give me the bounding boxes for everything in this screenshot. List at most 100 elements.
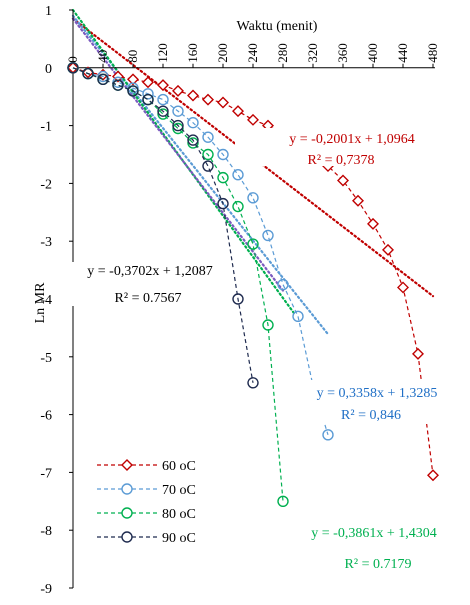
- annotation-bg-60: [235, 128, 470, 166]
- equation-90: y = -0,3702x + 1,2087: [87, 264, 212, 279]
- legend-item: 80 oC: [97, 507, 196, 522]
- data-point: [127, 82, 139, 94]
- data-point: [172, 84, 184, 97]
- y-tick-label: -2: [40, 177, 52, 192]
- equation-70: y = 0,3358x + 1,3285: [317, 386, 438, 401]
- trendline-annotations: y = -0,2001x + 1,0964 R² = 0,7378 y = 0,…: [68, 128, 470, 572]
- data-point: [322, 429, 334, 441]
- data-point: [232, 200, 244, 213]
- data-point: [352, 194, 364, 207]
- data-point: [382, 243, 394, 256]
- data-point: [112, 70, 124, 83]
- data-point: [142, 76, 154, 89]
- annotation-bg-90: [68, 262, 230, 306]
- y-tick-label: -5: [40, 351, 52, 366]
- data-point: [127, 73, 139, 86]
- x-tick-label: 400: [365, 43, 380, 63]
- r2-70: R² = 0,846: [341, 408, 401, 423]
- series-line: [72, 67, 329, 436]
- annotation-bg-70: [296, 380, 461, 424]
- data-point: [247, 238, 259, 250]
- r2-60: R² = 0,7378: [308, 153, 375, 168]
- y-tick-label: 0: [45, 62, 52, 77]
- data-point: [97, 73, 109, 86]
- data-point: [67, 62, 79, 74]
- legend-marker: [121, 507, 133, 519]
- x-tick-label: 360: [335, 43, 350, 63]
- data-point: [142, 93, 154, 106]
- legend-marker: [121, 531, 133, 543]
- data-point: [157, 108, 169, 120]
- series: [67, 61, 439, 507]
- data-point: [112, 79, 124, 91]
- y-tick-label: -4: [40, 293, 52, 308]
- y-tick-label: -1: [40, 120, 52, 135]
- data-point: [202, 93, 214, 106]
- equation-60: y = -0,2001x + 1,0964: [289, 132, 414, 147]
- legend-label: 70 oC: [162, 483, 196, 498]
- x-tick-label: 440: [395, 43, 410, 63]
- data-point: [172, 122, 184, 135]
- trendline: [71, 17, 285, 292]
- x-ticks: 0 40 80 120 160 200 240 280 320 360 400 440 480: [65, 43, 440, 68]
- data-point: [217, 197, 229, 210]
- data-point: [247, 377, 259, 389]
- legend-item: 90 oC: [97, 531, 196, 546]
- data-point: [187, 117, 199, 129]
- data-point: [232, 105, 244, 118]
- x-tick-label: 200: [215, 43, 230, 63]
- series-group: [67, 62, 259, 389]
- data-point: [172, 119, 184, 132]
- legend-label: 80 oC: [162, 507, 196, 522]
- legend-item: 70 oC: [97, 483, 196, 498]
- x-tick-label: 320: [305, 43, 320, 63]
- data-point: [412, 347, 424, 360]
- data-point: [112, 76, 124, 88]
- x-axis-title: Waktu (menit): [237, 19, 318, 34]
- y-tick-label: -7: [40, 466, 52, 481]
- data-point: [367, 217, 379, 230]
- x-tick-label: 480: [425, 43, 440, 63]
- legend-label: 90 oC: [162, 531, 196, 546]
- series-line: [72, 67, 254, 383]
- data-point: [187, 89, 199, 102]
- data-point: [292, 310, 304, 323]
- data-point: [142, 88, 154, 100]
- x-tick-label: 120: [155, 43, 170, 63]
- data-point: [262, 319, 274, 331]
- equation-80: y = -0,3861x + 1,4304: [311, 526, 436, 541]
- r2-80: R² = 0.7179: [345, 557, 412, 572]
- legend-label: 60 oC: [162, 459, 196, 474]
- y-tick-label: -9: [40, 582, 52, 597]
- data-point: [202, 131, 214, 143]
- data-point: [217, 148, 229, 161]
- y-axis-title: Ln MR: [33, 282, 48, 324]
- data-point: [232, 169, 244, 181]
- x-tick-label: 160: [185, 43, 200, 63]
- data-point: [247, 192, 259, 204]
- x-tick-label: 0: [65, 56, 80, 63]
- x-tick-label: 80: [125, 50, 140, 63]
- series-group: [67, 62, 334, 441]
- data-point: [277, 278, 289, 291]
- data-point: [262, 229, 274, 242]
- trendline: [71, 8, 296, 315]
- data-point: [157, 79, 169, 92]
- data-point: [232, 293, 244, 305]
- data-point: [157, 105, 169, 117]
- y-tick-label: -3: [40, 235, 52, 250]
- data-point: [277, 495, 289, 507]
- data-point: [217, 96, 229, 109]
- data-point: [157, 93, 169, 106]
- data-point: [217, 171, 229, 184]
- data-point: [127, 85, 139, 97]
- data-point: [202, 148, 214, 161]
- data-point: [97, 70, 109, 83]
- data-point: [247, 113, 259, 126]
- legend: 60 oC 70 oC 80 oC 90 oC: [97, 459, 196, 546]
- r2-90: R² = 0.7567: [115, 291, 182, 306]
- y-tick-label: -8: [40, 524, 52, 539]
- x-tick-label: 280: [275, 43, 290, 63]
- x-tick-label: 40: [95, 50, 110, 63]
